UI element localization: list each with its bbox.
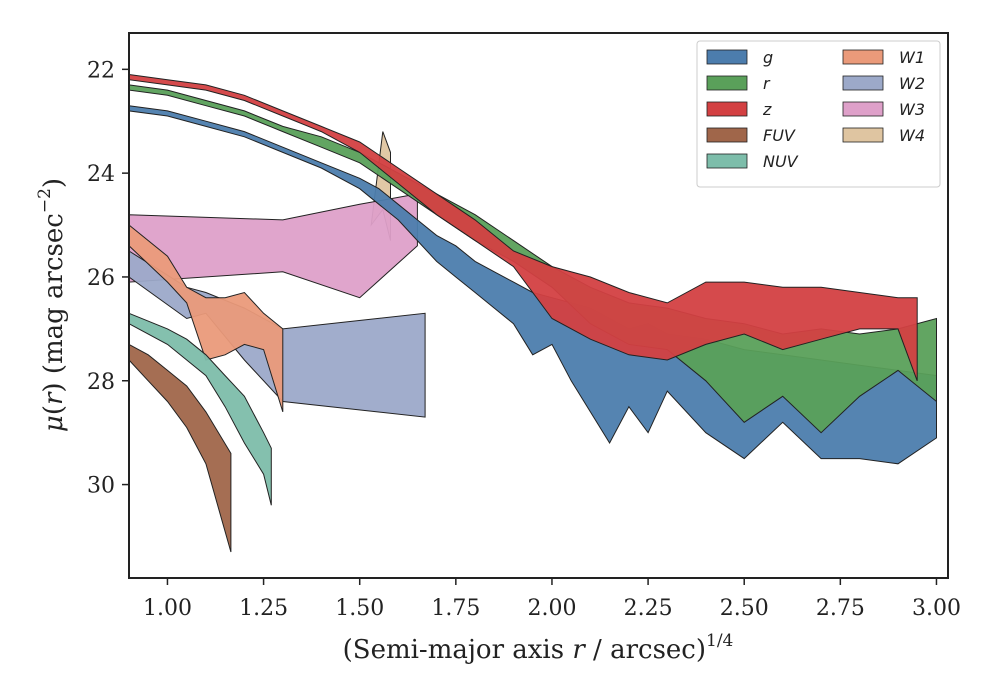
band-nuv (128, 312, 272, 506)
legend-label: r (763, 74, 771, 93)
legend-item-w1: W1 (842, 48, 925, 67)
legend-swatch (706, 49, 748, 65)
ticks-layer: 1.00 1.25 1.50 1.75 2.00 2.25 2.50 2.75 3.00 22 24… (87, 58, 961, 621)
x-axis-title: (Semi-major axis r / arcsec)1/4 (343, 631, 734, 665)
band-fuv (128, 343, 232, 553)
legend-swatch (842, 101, 884, 117)
x-tick-label: 2.75 (816, 596, 865, 621)
legend-item-fuv: FUV (706, 126, 796, 145)
x-tick-label: 1.75 (431, 596, 480, 621)
plot-frame (128, 32, 949, 579)
legend-swatch (842, 49, 884, 65)
x-tick-label: 3.00 (912, 596, 961, 621)
y-tick-label: 22 (87, 58, 115, 83)
legend-label: W3 (899, 100, 925, 119)
band-z (128, 73, 918, 381)
x-tick-label: 1.00 (143, 596, 192, 621)
legend-item-g: g (706, 48, 773, 67)
y-tick-label: 24 (87, 162, 115, 187)
y-tick-label: 28 (87, 370, 115, 395)
band-w1 (128, 223, 284, 413)
x-tick-label: 2.00 (527, 596, 576, 621)
legend-item-z: z (706, 100, 772, 119)
legend-swatch (706, 75, 748, 91)
y-axis-title: μ(r) (mag arcsec−2) (35, 178, 69, 432)
legend-swatch (706, 153, 748, 169)
x-tick-label: 2.50 (720, 596, 769, 621)
legend: grz FUV NUV W1 W2 W3 W4 (696, 40, 941, 188)
legend-item-nuv: NUV (706, 152, 799, 171)
legend-label: W4 (899, 126, 925, 145)
series-layer (128, 73, 937, 553)
legend-item-w4: W4 (842, 126, 925, 145)
x-tick-label: 1.50 (335, 596, 384, 621)
legend-swatch (706, 101, 748, 117)
legend-label: W1 (899, 48, 925, 67)
x-tick-label: 2.25 (624, 596, 673, 621)
y-tick-label: 26 (87, 266, 115, 291)
legend-swatch (842, 127, 884, 143)
legend-label: FUV (763, 126, 796, 145)
legend-label: g (763, 48, 773, 67)
legend-label: NUV (763, 152, 799, 171)
y-tick-label: 30 (87, 474, 115, 499)
legend-label: z (762, 100, 772, 119)
legend-swatch (706, 127, 748, 143)
legend-item-w2: W2 (842, 74, 925, 93)
legend-swatch (842, 75, 884, 91)
legend-label: W2 (899, 74, 925, 93)
legend-item-r: r (706, 74, 771, 93)
legend-item-w3: W3 (842, 100, 925, 119)
x-tick-label: 1.25 (239, 596, 288, 621)
